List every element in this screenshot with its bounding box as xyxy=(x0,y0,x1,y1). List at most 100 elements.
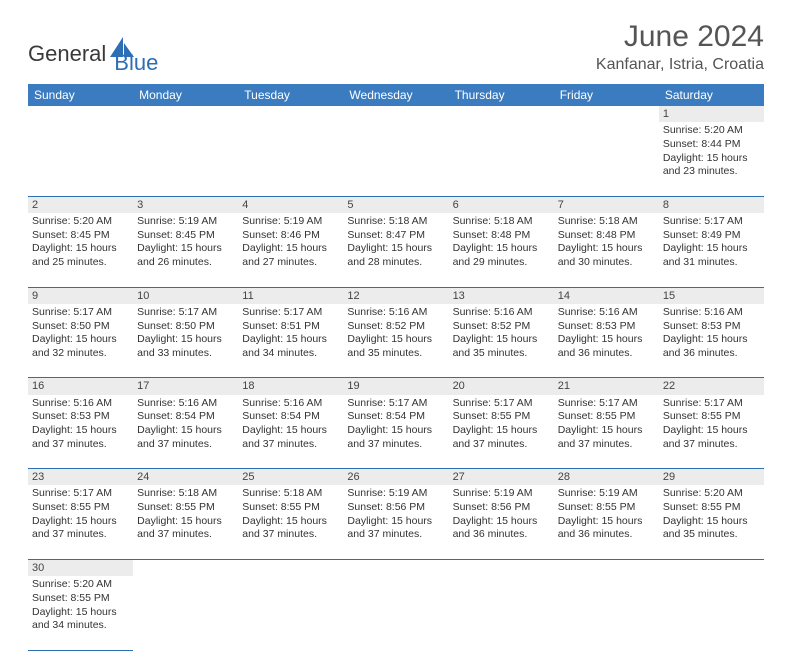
day-number-cell xyxy=(343,559,448,576)
day-details: Sunrise: 5:18 AMSunset: 8:55 PMDaylight:… xyxy=(137,487,234,542)
day-cell xyxy=(343,122,448,196)
day-content-row: Sunrise: 5:20 AMSunset: 8:55 PMDaylight:… xyxy=(28,576,764,650)
sunset-text: Sunset: 8:55 PM xyxy=(663,501,760,515)
weekday-header: Friday xyxy=(554,84,659,106)
day-cell: Sunrise: 5:16 AMSunset: 8:52 PMDaylight:… xyxy=(449,304,554,378)
sunset-text: Sunset: 8:55 PM xyxy=(242,501,339,515)
sunrise-text: Sunrise: 5:17 AM xyxy=(242,306,339,320)
brand-blue: Blue xyxy=(114,50,158,76)
sunset-text: Sunset: 8:53 PM xyxy=(32,410,129,424)
sunrise-text: Sunrise: 5:17 AM xyxy=(663,215,760,229)
sunset-text: Sunset: 8:55 PM xyxy=(558,410,655,424)
day-number-cell xyxy=(133,559,238,576)
day-cell: Sunrise: 5:17 AMSunset: 8:50 PMDaylight:… xyxy=(133,304,238,378)
daylight-text: Daylight: 15 hours and 34 minutes. xyxy=(32,606,129,633)
day-cell: Sunrise: 5:16 AMSunset: 8:53 PMDaylight:… xyxy=(28,395,133,469)
day-cell: Sunrise: 5:16 AMSunset: 8:54 PMDaylight:… xyxy=(133,395,238,469)
day-number-cell: 17 xyxy=(133,378,238,395)
day-cell xyxy=(449,576,554,650)
day-details: Sunrise: 5:17 AMSunset: 8:49 PMDaylight:… xyxy=(663,215,760,270)
day-cell: Sunrise: 5:17 AMSunset: 8:50 PMDaylight:… xyxy=(28,304,133,378)
sunrise-text: Sunrise: 5:20 AM xyxy=(663,124,760,138)
day-number-cell xyxy=(449,106,554,122)
day-content-row: Sunrise: 5:16 AMSunset: 8:53 PMDaylight:… xyxy=(28,395,764,469)
sunrise-text: Sunrise: 5:20 AM xyxy=(32,578,129,592)
weekday-header: Sunday xyxy=(28,84,133,106)
day-number-cell: 3 xyxy=(133,196,238,213)
day-details: Sunrise: 5:17 AMSunset: 8:50 PMDaylight:… xyxy=(137,306,234,361)
daylight-text: Daylight: 15 hours and 36 minutes. xyxy=(663,333,760,360)
sunrise-text: Sunrise: 5:19 AM xyxy=(347,487,444,501)
day-details: Sunrise: 5:18 AMSunset: 8:55 PMDaylight:… xyxy=(242,487,339,542)
day-number-cell xyxy=(554,559,659,576)
sunrise-text: Sunrise: 5:20 AM xyxy=(663,487,760,501)
sunset-text: Sunset: 8:48 PM xyxy=(558,229,655,243)
daylight-text: Daylight: 15 hours and 35 minutes. xyxy=(663,515,760,542)
day-number-cell: 18 xyxy=(238,378,343,395)
daylight-text: Daylight: 15 hours and 31 minutes. xyxy=(663,242,760,269)
weekday-header: Monday xyxy=(133,84,238,106)
day-content-row: Sunrise: 5:20 AMSunset: 8:44 PMDaylight:… xyxy=(28,122,764,196)
daylight-text: Daylight: 15 hours and 37 minutes. xyxy=(137,515,234,542)
page-header: General Blue June 2024 Kanfanar, Istria,… xyxy=(0,0,792,84)
sunset-text: Sunset: 8:52 PM xyxy=(347,320,444,334)
daylight-text: Daylight: 15 hours and 35 minutes. xyxy=(347,333,444,360)
day-cell: Sunrise: 5:17 AMSunset: 8:49 PMDaylight:… xyxy=(659,213,764,287)
weekday-header: Wednesday xyxy=(343,84,448,106)
day-details: Sunrise: 5:17 AMSunset: 8:55 PMDaylight:… xyxy=(663,397,760,452)
sunrise-text: Sunrise: 5:17 AM xyxy=(32,487,129,501)
day-number-cell: 10 xyxy=(133,287,238,304)
daylight-text: Daylight: 15 hours and 35 minutes. xyxy=(453,333,550,360)
day-details: Sunrise: 5:19 AMSunset: 8:56 PMDaylight:… xyxy=(453,487,550,542)
daylight-text: Daylight: 15 hours and 37 minutes. xyxy=(347,515,444,542)
day-number-cell: 15 xyxy=(659,287,764,304)
daylight-text: Daylight: 15 hours and 36 minutes. xyxy=(558,333,655,360)
daynum-row: 1 xyxy=(28,106,764,122)
day-content-row: Sunrise: 5:20 AMSunset: 8:45 PMDaylight:… xyxy=(28,213,764,287)
day-cell: Sunrise: 5:19 AMSunset: 8:56 PMDaylight:… xyxy=(343,485,448,559)
sunrise-text: Sunrise: 5:18 AM xyxy=(558,215,655,229)
sunset-text: Sunset: 8:52 PM xyxy=(453,320,550,334)
day-details: Sunrise: 5:18 AMSunset: 8:48 PMDaylight:… xyxy=(558,215,655,270)
day-details: Sunrise: 5:18 AMSunset: 8:48 PMDaylight:… xyxy=(453,215,550,270)
day-number-cell: 5 xyxy=(343,196,448,213)
day-details: Sunrise: 5:18 AMSunset: 8:47 PMDaylight:… xyxy=(347,215,444,270)
day-cell: Sunrise: 5:16 AMSunset: 8:52 PMDaylight:… xyxy=(343,304,448,378)
daynum-row: 9101112131415 xyxy=(28,287,764,304)
day-cell: Sunrise: 5:19 AMSunset: 8:46 PMDaylight:… xyxy=(238,213,343,287)
day-details: Sunrise: 5:16 AMSunset: 8:53 PMDaylight:… xyxy=(32,397,129,452)
day-cell: Sunrise: 5:16 AMSunset: 8:53 PMDaylight:… xyxy=(659,304,764,378)
weekday-header: Saturday xyxy=(659,84,764,106)
day-number-cell xyxy=(343,106,448,122)
day-details: Sunrise: 5:20 AMSunset: 8:45 PMDaylight:… xyxy=(32,215,129,270)
sunrise-text: Sunrise: 5:18 AM xyxy=(242,487,339,501)
sunset-text: Sunset: 8:55 PM xyxy=(32,592,129,606)
day-cell: Sunrise: 5:19 AMSunset: 8:55 PMDaylight:… xyxy=(554,485,659,559)
sunset-text: Sunset: 8:48 PM xyxy=(453,229,550,243)
weekday-header: Thursday xyxy=(449,84,554,106)
sunrise-text: Sunrise: 5:16 AM xyxy=(242,397,339,411)
day-details: Sunrise: 5:16 AMSunset: 8:52 PMDaylight:… xyxy=(347,306,444,361)
sunset-text: Sunset: 8:55 PM xyxy=(558,501,655,515)
day-cell xyxy=(449,122,554,196)
daynum-row: 2345678 xyxy=(28,196,764,213)
sunset-text: Sunset: 8:44 PM xyxy=(663,138,760,152)
daylight-text: Daylight: 15 hours and 33 minutes. xyxy=(137,333,234,360)
daylight-text: Daylight: 15 hours and 27 minutes. xyxy=(242,242,339,269)
day-number-cell: 1 xyxy=(659,106,764,122)
daylight-text: Daylight: 15 hours and 28 minutes. xyxy=(347,242,444,269)
day-number-cell xyxy=(28,106,133,122)
day-number-cell: 11 xyxy=(238,287,343,304)
day-number-cell: 22 xyxy=(659,378,764,395)
day-number-cell: 6 xyxy=(449,196,554,213)
sunset-text: Sunset: 8:55 PM xyxy=(137,501,234,515)
sunrise-text: Sunrise: 5:16 AM xyxy=(663,306,760,320)
day-details: Sunrise: 5:20 AMSunset: 8:44 PMDaylight:… xyxy=(663,124,760,179)
sunset-text: Sunset: 8:53 PM xyxy=(558,320,655,334)
sunrise-text: Sunrise: 5:20 AM xyxy=(32,215,129,229)
daylight-text: Daylight: 15 hours and 34 minutes. xyxy=(242,333,339,360)
day-number-cell xyxy=(238,106,343,122)
sunset-text: Sunset: 8:55 PM xyxy=(32,501,129,515)
day-number-cell: 8 xyxy=(659,196,764,213)
day-cell: Sunrise: 5:17 AMSunset: 8:55 PMDaylight:… xyxy=(449,395,554,469)
